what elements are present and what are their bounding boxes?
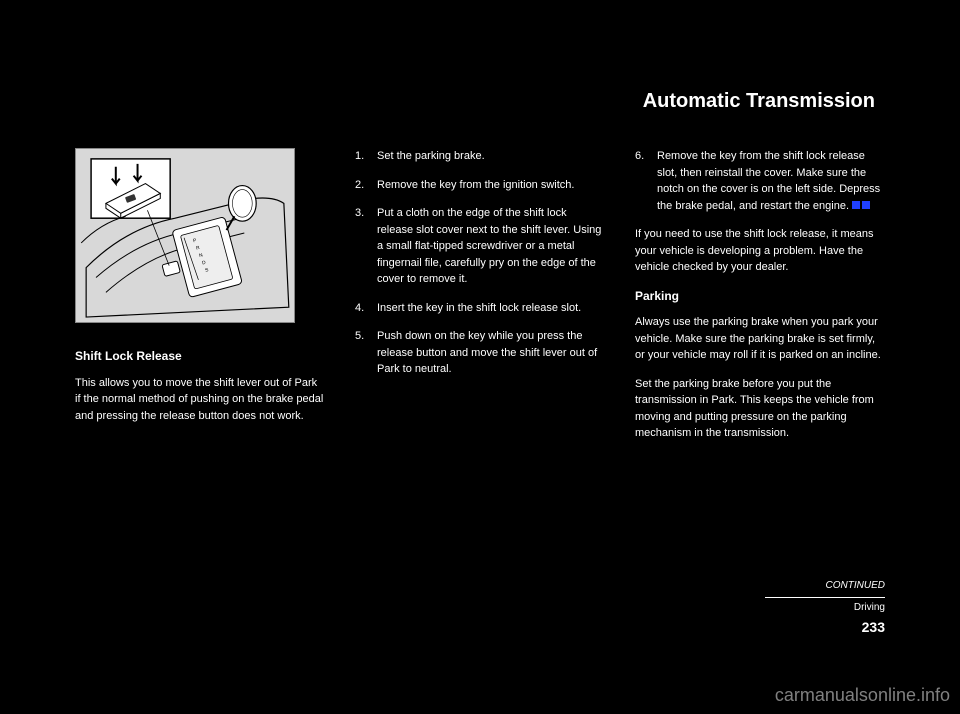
step-6: 6. Remove the key from the shift lock re… (635, 148, 885, 214)
step-num: 5. (355, 328, 373, 378)
step-4: 4. Insert the key in the shift lock rele… (355, 300, 605, 317)
square-icon (852, 201, 860, 209)
page-title: Automatic Transmission (75, 90, 885, 113)
step-text: Push down on the key while you press the… (377, 328, 605, 378)
parking-paragraph-1: Always use the parking brake when you pa… (635, 314, 885, 364)
step-num: 3. (355, 205, 373, 288)
step-num: 1. (355, 148, 373, 165)
page-footer: CONTINUED Driving 233 (765, 580, 885, 635)
step-text: Insert the key in the shift lock release… (377, 300, 581, 317)
square-icon (862, 201, 870, 209)
continued-label: CONTINUED (765, 580, 885, 591)
watermark: carmanualsonline.info (775, 685, 950, 706)
step-text: Put a cloth on the edge of the shift loc… (377, 205, 605, 288)
footer-divider (765, 597, 885, 598)
step-num: 4. (355, 300, 373, 317)
shift-lock-illustration: P R N D S (75, 148, 295, 323)
parking-heading: Parking (635, 288, 885, 305)
column-2: 1. Set the parking brake. 2. Remove the … (355, 148, 605, 454)
step-text: Remove the key from the ignition switch. (377, 177, 574, 194)
section-label: Driving (765, 602, 885, 613)
shift-lock-note: If you need to use the shift lock releas… (635, 226, 885, 276)
columns-layout: P R N D S (75, 148, 885, 454)
column-1: P R N D S (75, 148, 325, 454)
step-text: Set the parking brake. (377, 148, 485, 165)
step-2: 2. Remove the key from the ignition swit… (355, 177, 605, 194)
parking-paragraph-2: Set the parking brake before you put the… (635, 376, 885, 442)
page-container: Automatic Transmission P R N D (75, 90, 885, 650)
steps-list-1: 1. Set the parking brake. 2. Remove the … (355, 148, 605, 378)
shift-lock-paragraph: This allows you to move the shift lever … (75, 375, 325, 425)
page-number: 233 (765, 619, 885, 635)
step-num: 2. (355, 177, 373, 194)
step-1: 1. Set the parking brake. (355, 148, 605, 165)
steps-list-2: 6. Remove the key from the shift lock re… (635, 148, 885, 214)
step-5: 5. Push down on the key while you press … (355, 328, 605, 378)
column-3: 6. Remove the key from the shift lock re… (635, 148, 885, 454)
page-link[interactable] (852, 200, 872, 212)
step-6-text: Remove the key from the shift lock relea… (657, 150, 880, 212)
step-text: Remove the key from the shift lock relea… (657, 148, 885, 214)
step-num: 6. (635, 148, 653, 214)
step-3: 3. Put a cloth on the edge of the shift … (355, 205, 605, 288)
shift-lock-heading: Shift Lock Release (75, 348, 325, 365)
